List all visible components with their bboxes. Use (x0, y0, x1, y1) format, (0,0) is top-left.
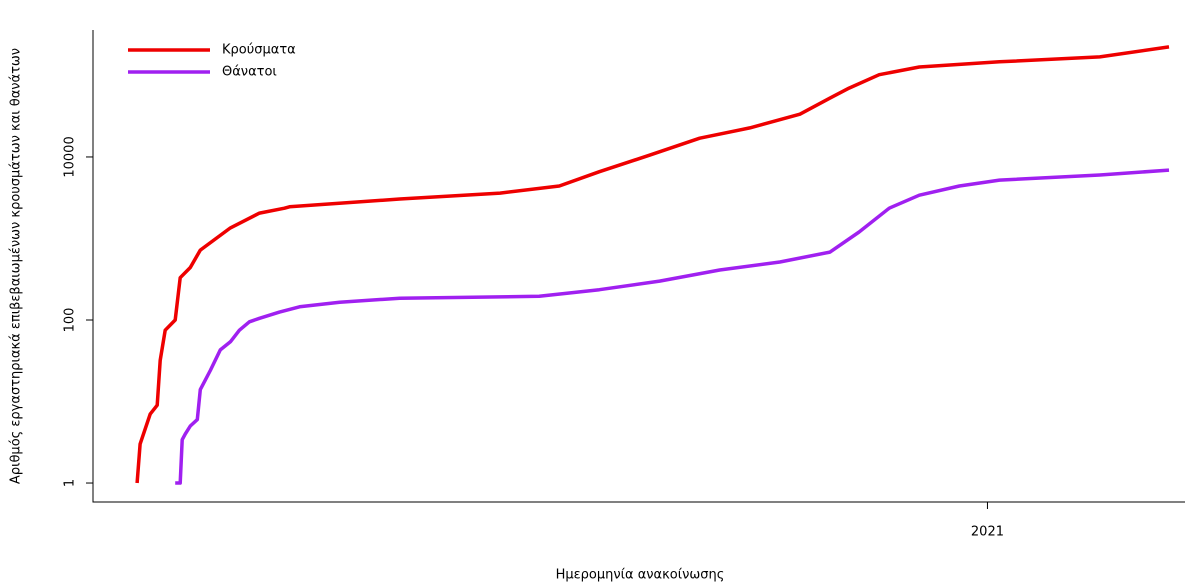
y-tick-label: 100 (63, 308, 78, 333)
y-axis-label: Αριθμός εργαστηριακά επιβεβαιωμένων κρου… (9, 48, 24, 484)
line (135, 45, 1170, 484)
axes (92, 30, 1185, 503)
x-tick-label: 2021 (971, 525, 1004, 540)
x-axis-label: Ημερομηνία ανακοίνωσης (556, 568, 725, 583)
y-tick-label: 1 (63, 479, 78, 487)
line (175, 168, 1170, 485)
y-tick-label: 10000 (63, 136, 78, 177)
legend-label: Θάνατοι (222, 65, 277, 80)
legend-label: Κρούσματα (222, 43, 296, 58)
